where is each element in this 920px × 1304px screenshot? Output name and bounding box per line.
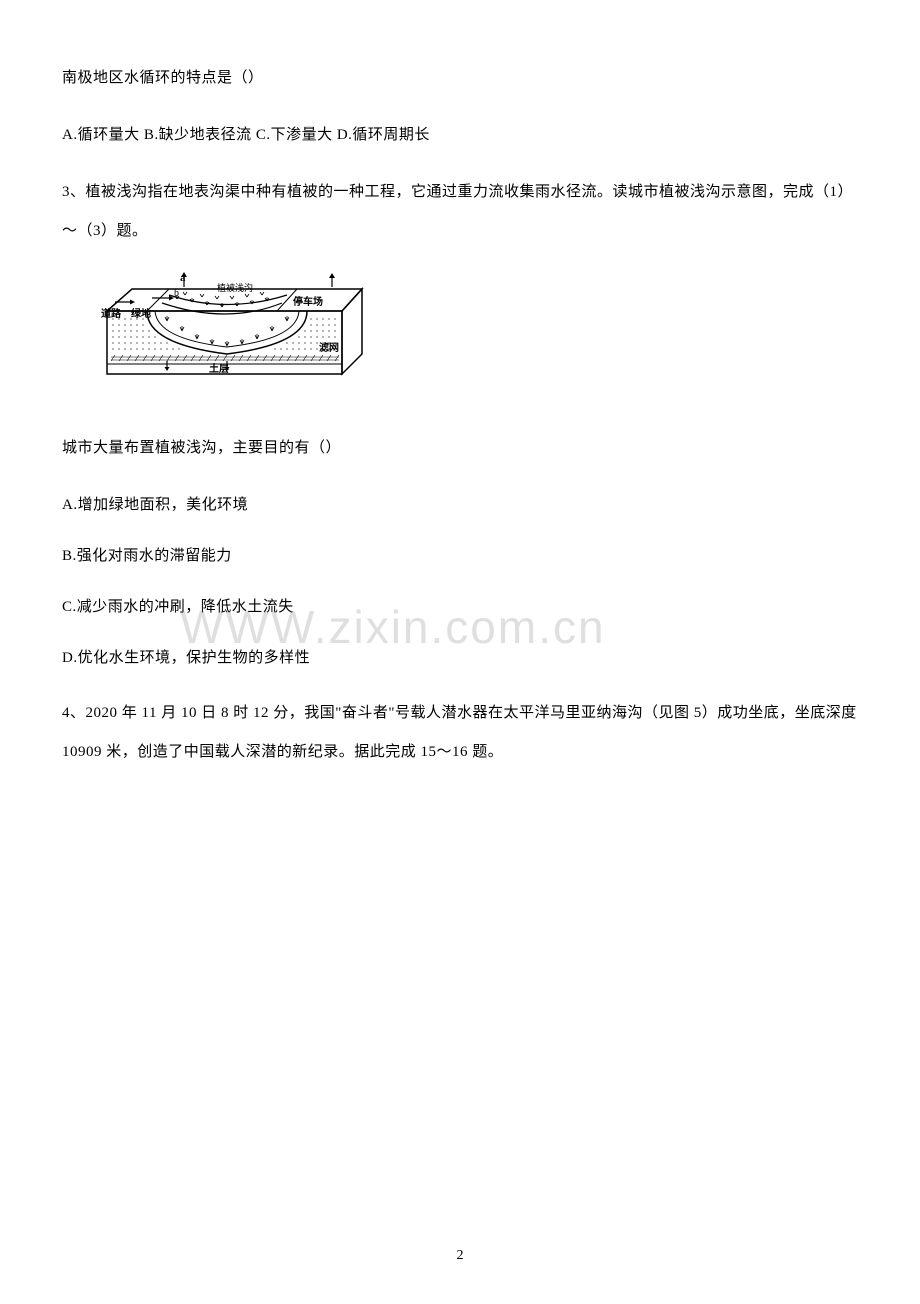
vegetation-channel-diagram: a b 植被浅沟 道路 绿地 停车场 滤网 土层 [77,269,377,409]
label-b: b [174,288,179,299]
label-parking: 停车场 [293,295,323,308]
q3-diagram: a b 植被浅沟 道路 绿地 停车场 滤网 土层 [77,269,377,409]
page-number: 2 [457,1248,464,1264]
q3-intro: 3、植被浅沟指在地表沟渠中种有植被的一种工程，它通过重力流收集雨水径流。读城市植… [62,173,858,251]
label-a: a [180,272,186,284]
q3-option-a: A.增加绿地面积，美化环境 [62,486,858,525]
label-road: 道路 [101,307,122,320]
label-filter: 滤网 [319,341,339,354]
q3-option-b: B.强化对雨水的滞留能力 [62,537,858,576]
q3-sub-question: 城市大量布置植被浅沟，主要目的有（） [62,429,858,468]
q3-option-d: D.优化水生环境，保护生物的多样性 [62,639,858,678]
label-channel-title: 植被浅沟 [217,282,253,293]
q2-options: A.循环量大 B.缺少地表径流 C.下渗量大 D.循环周期长 [62,116,858,155]
label-green: 绿地 [131,307,151,320]
q3-option-c: C.减少雨水的冲刷，降低水土流失 [62,588,858,627]
q2-sub-question: 南极地区水循环的特点是（） [62,59,858,98]
q4-intro: 4、2020 年 11 月 10 日 8 时 12 分，我国"奋斗者"号载人潜水… [62,694,858,772]
label-soil: 土层 [209,362,229,375]
